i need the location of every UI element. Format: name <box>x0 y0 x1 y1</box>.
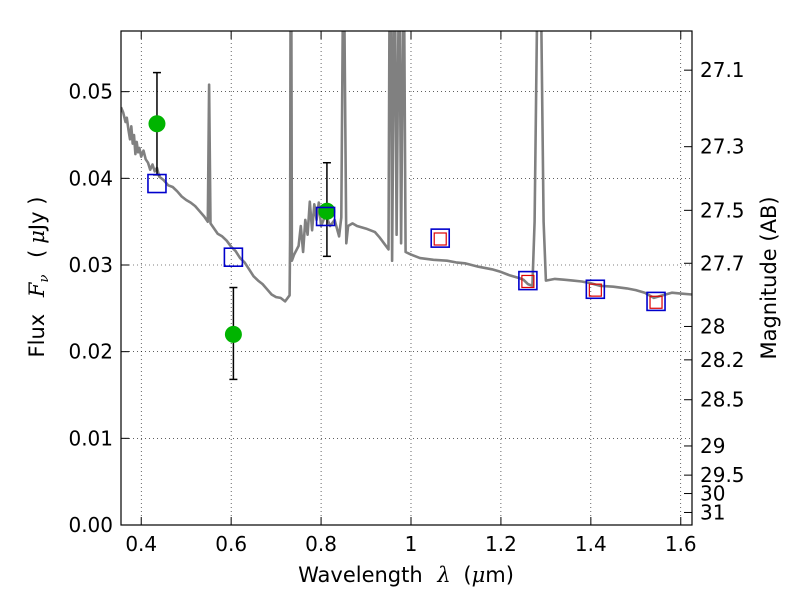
y-axis-title-open-paren: ( <box>25 250 49 258</box>
model-flux-square <box>147 173 167 194</box>
y-tick-label: 0.05 <box>68 80 113 104</box>
x-tick-label: 0.8 <box>305 532 337 556</box>
y-tick-label: 0.04 <box>68 166 113 190</box>
y2-tick-label: 31 <box>700 500 725 524</box>
x-axis-title: Wavelength λ (μm) <box>298 563 514 587</box>
y2-tick-label: 29.5 <box>700 463 745 487</box>
y2-tick-label: 28.2 <box>700 348 745 372</box>
x-axis-title-mu: μ <box>472 563 486 587</box>
y2-tick-label: 27.1 <box>700 58 745 82</box>
upper-limit-square <box>521 274 535 289</box>
model-flux-square <box>585 279 606 300</box>
y2-tick-label: 30 <box>700 482 725 506</box>
y2-tick-label: 27.3 <box>700 135 745 159</box>
model-flux-square <box>430 228 451 248</box>
y-axis-title: Flux Fν ( μJy ) <box>25 197 53 358</box>
x-tick-label: 1.4 <box>575 532 607 556</box>
y-axis-title-subscript: ν <box>37 275 52 283</box>
x-axis-title-unit: m) <box>485 563 514 587</box>
y2-tick-label: 27.5 <box>700 198 745 222</box>
x-tick-label: 1.6 <box>665 532 697 556</box>
model-spectrum-line <box>121 31 692 303</box>
observed-flux-point <box>148 115 166 133</box>
y2-tick-label: 28.5 <box>700 388 745 412</box>
x-axis-title-symbol: λ <box>436 563 450 587</box>
y-axis-title-unit: Jy ) <box>25 197 49 233</box>
y2-tick-label: 28 <box>700 314 725 338</box>
upper-limit-square <box>649 295 663 309</box>
y-axis-title-prefix: Flux <box>25 314 49 358</box>
y-axis-title-mu: μ <box>25 230 49 244</box>
x-tick-label: 1 <box>405 532 418 556</box>
y2-tick-label: 27.7 <box>700 251 745 275</box>
upper-limit-square <box>588 283 602 297</box>
y-tick-label: 0.00 <box>68 513 113 537</box>
y-axis-title-symbol: F <box>25 281 49 298</box>
model-flux-square <box>518 270 538 291</box>
y2-tick-label: 29 <box>700 434 725 458</box>
plot-data <box>121 31 692 381</box>
upper-limit-square <box>433 232 447 246</box>
x-tick-label: 0.4 <box>125 532 157 556</box>
x-axis-title-prefix: Wavelength <box>298 563 423 587</box>
x-tick-label: 0.6 <box>215 532 247 556</box>
tick-labels: 0.4 0.6 0.8 1 1.2 1.4 1.6 0.00 0.01 0.02 0.03 0.04 0… <box>68 58 744 556</box>
observed-flux-point <box>318 202 336 220</box>
axis-ticks <box>121 31 692 526</box>
x-tick-label: 1.2 <box>485 532 517 556</box>
model-flux-square <box>646 291 666 312</box>
y-tick-label: 0.02 <box>68 340 113 364</box>
y-tick-label: 0.01 <box>68 426 113 450</box>
observed-flux-point <box>224 325 242 343</box>
y2-axis-title: Magnitude (AB) <box>757 196 781 359</box>
model-flux-square <box>315 206 336 227</box>
x-axis-title-open-paren: ( <box>463 563 471 587</box>
plot-frame <box>120 30 693 526</box>
model-flux-square <box>223 247 244 267</box>
y-tick-label: 0.03 <box>68 253 113 277</box>
